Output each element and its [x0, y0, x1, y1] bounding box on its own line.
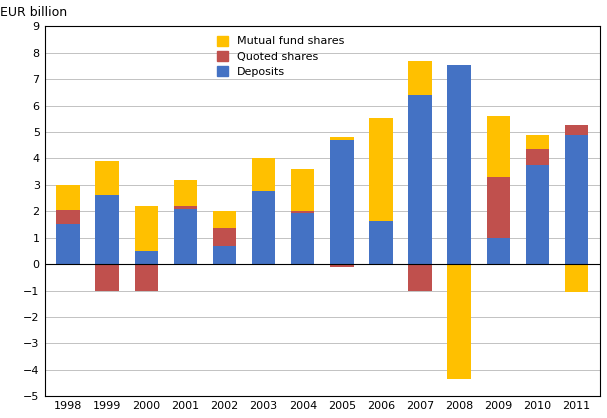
Bar [174, 209, 197, 264]
Bar [174, 206, 197, 209]
Bar [447, 264, 471, 265]
Bar [252, 158, 276, 191]
Bar [447, 265, 471, 379]
Bar [174, 180, 197, 206]
Bar [369, 221, 393, 264]
Bar [95, 161, 119, 196]
Bar [135, 206, 158, 251]
Bar [565, 264, 588, 292]
Bar [95, 264, 119, 291]
Bar [56, 185, 80, 210]
Legend: Mutual fund shares, Quoted shares, Deposits: Mutual fund shares, Quoted shares, Depos… [217, 36, 344, 77]
Text: EUR billion: EUR billion [0, 6, 67, 19]
Bar [291, 213, 314, 264]
Bar [56, 210, 80, 224]
Bar [135, 264, 158, 291]
Bar [213, 229, 236, 246]
Bar [526, 135, 549, 149]
Bar [565, 135, 588, 264]
Bar [526, 149, 549, 165]
Bar [291, 211, 314, 213]
Bar [213, 211, 236, 229]
Bar [409, 95, 432, 264]
Bar [213, 246, 236, 264]
Bar [409, 61, 432, 95]
Bar [487, 238, 510, 264]
Bar [369, 117, 393, 221]
Bar [56, 224, 80, 264]
Bar [409, 264, 432, 291]
Bar [252, 191, 276, 264]
Bar [291, 169, 314, 211]
Bar [487, 177, 510, 238]
Bar [565, 125, 588, 135]
Bar [135, 251, 158, 264]
Bar [330, 138, 354, 140]
Bar [330, 140, 354, 264]
Bar [526, 165, 549, 264]
Bar [95, 196, 119, 264]
Bar [487, 116, 510, 177]
Bar [330, 264, 354, 267]
Bar [447, 65, 471, 264]
